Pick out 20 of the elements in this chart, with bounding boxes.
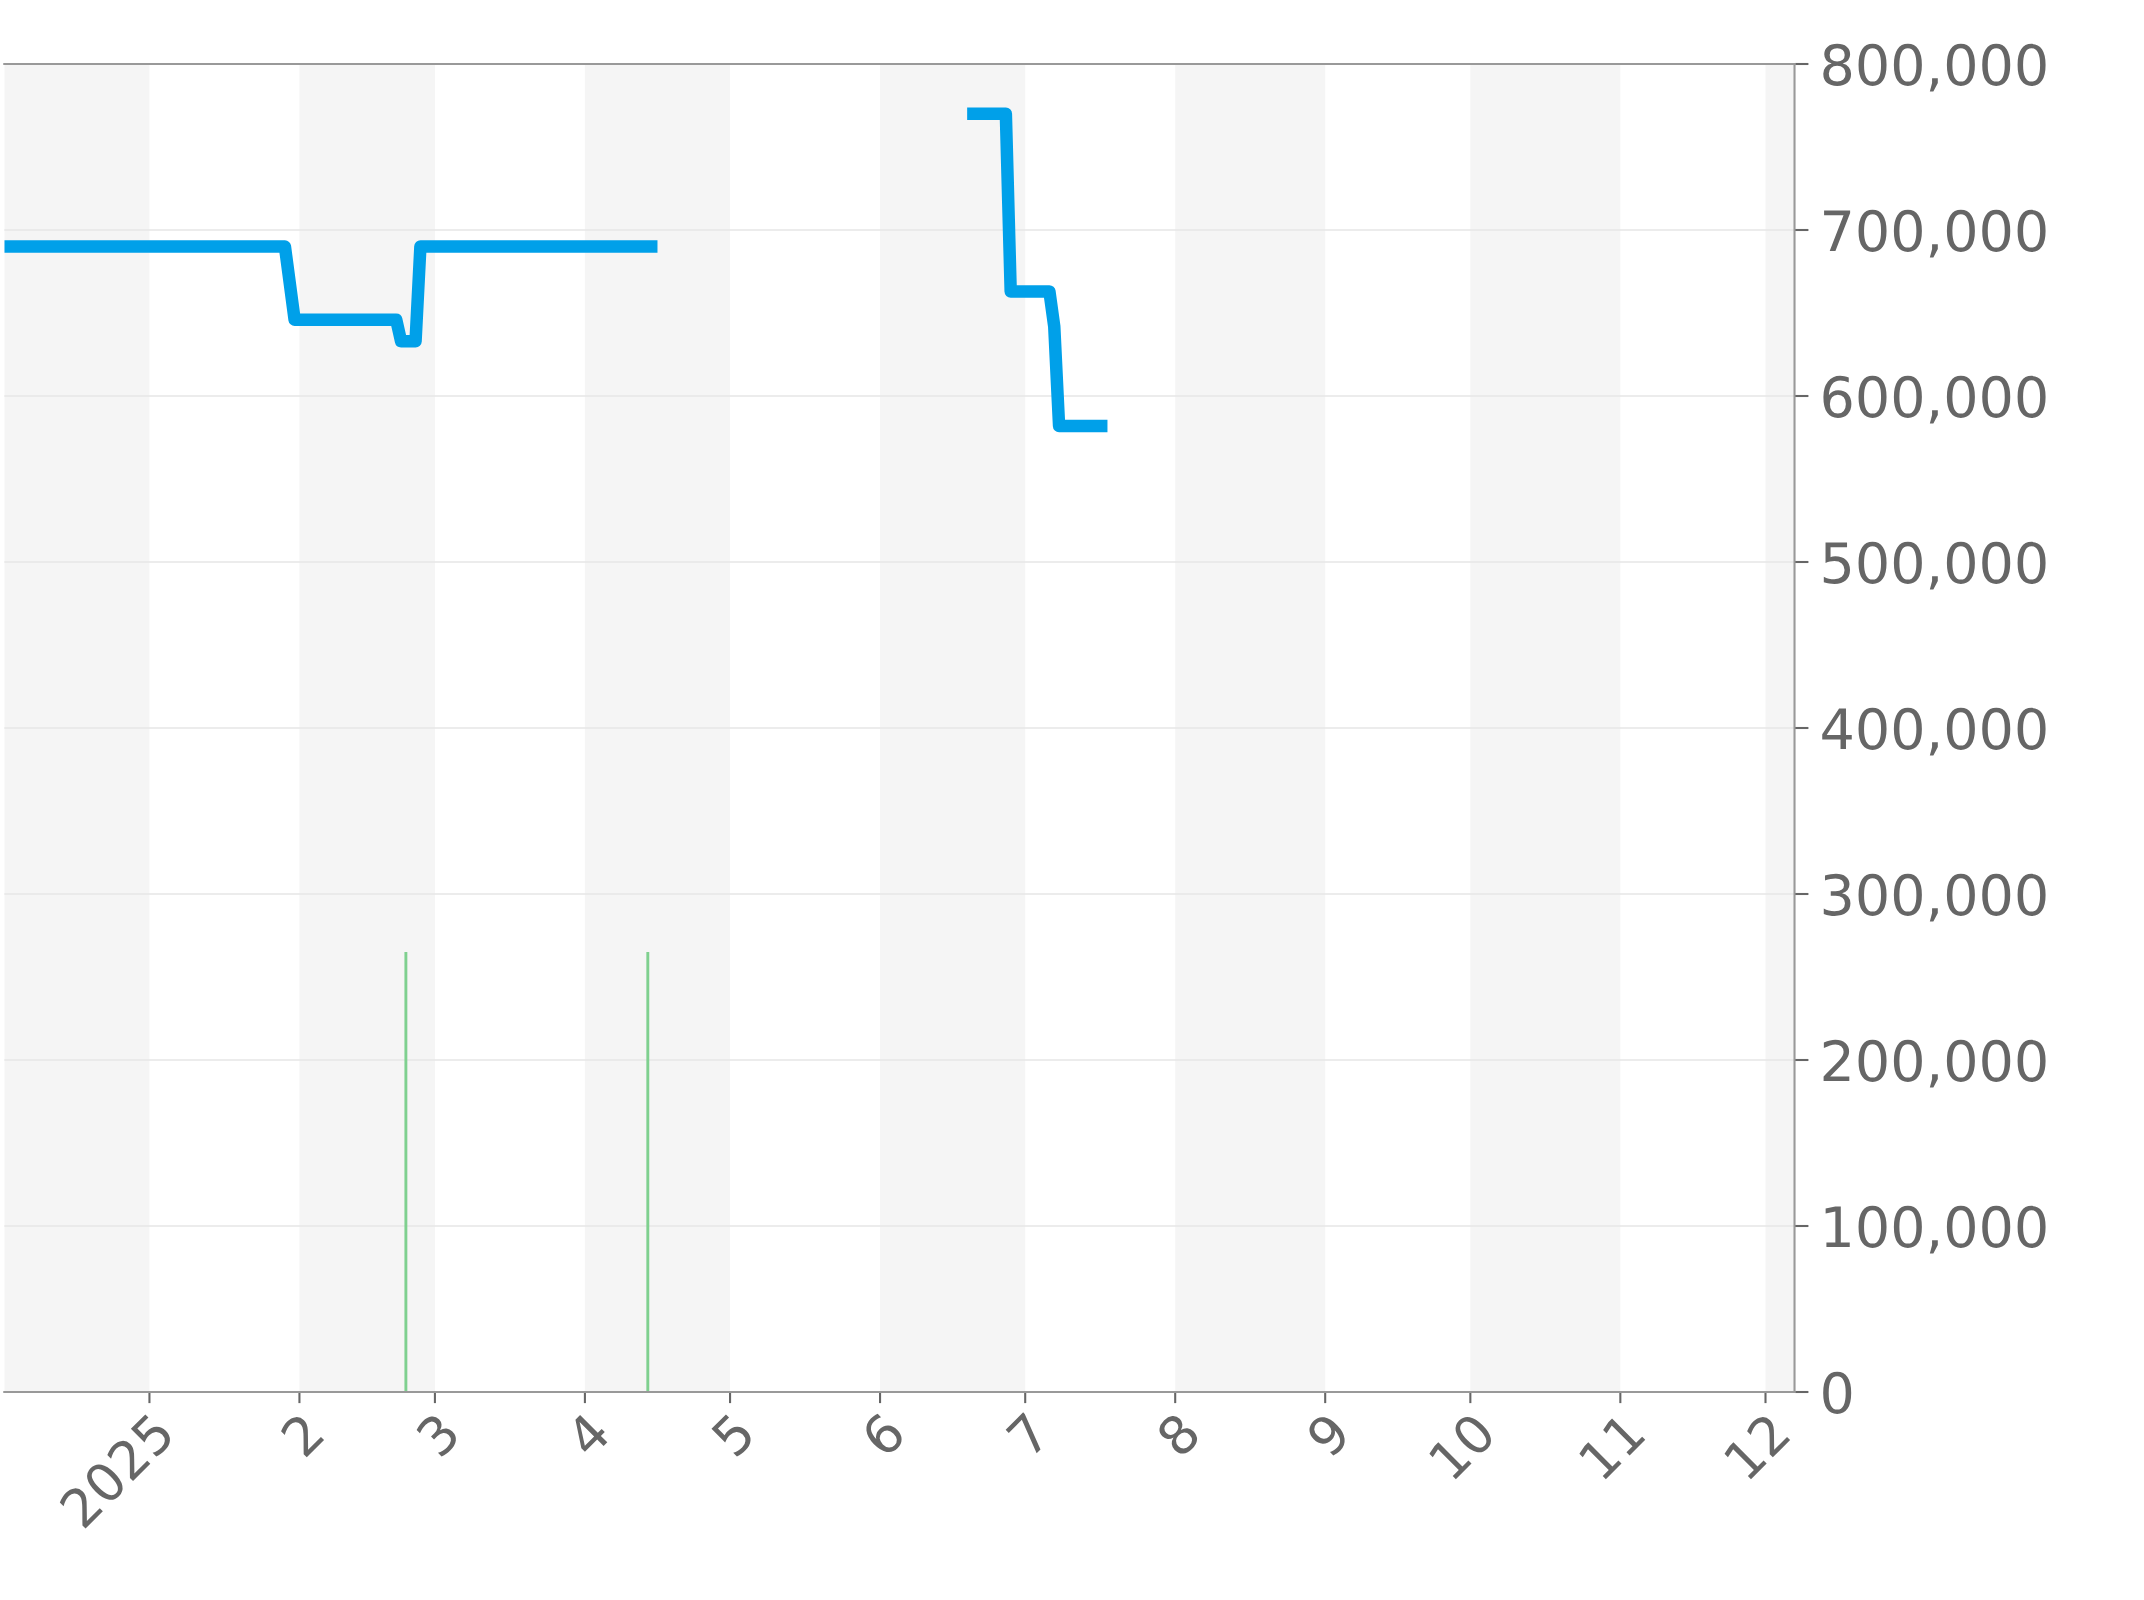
- y-tick-label: 400,000: [1822, 707, 2046, 756]
- x-tick-label: 5: [710, 1412, 756, 1458]
- y-tick-label: 500,000: [1823, 541, 2046, 590]
- x-tick-label: 7: [1005, 1412, 1051, 1458]
- y-tick-label: 0: [1823, 1371, 1852, 1414]
- x-tick-label: 4: [564, 1411, 612, 1459]
- y-tick-label: 200,000: [1823, 1039, 2046, 1088]
- y-tick-label: 600,000: [1823, 375, 2046, 424]
- x-tick-label: 3: [414, 1411, 461, 1458]
- y-tick-label: 800,000: [1823, 43, 2046, 92]
- x-tick-label: 12: [1722, 1412, 1791, 1480]
- y-tick-label: 700,000: [1824, 209, 2046, 258]
- x-tick-label: 10: [1427, 1411, 1497, 1481]
- y-tick-label: 100,000: [1825, 1205, 2046, 1254]
- x-tick-label: 6: [859, 1410, 907, 1458]
- x-tick-label: 9: [1304, 1411, 1352, 1459]
- x-tick-label: 8: [1154, 1411, 1202, 1459]
- x-tick-label: 11: [1578, 1412, 1646, 1480]
- x-tick-label: 2: [279, 1412, 325, 1458]
- y-tick-label: 300,000: [1823, 873, 2046, 922]
